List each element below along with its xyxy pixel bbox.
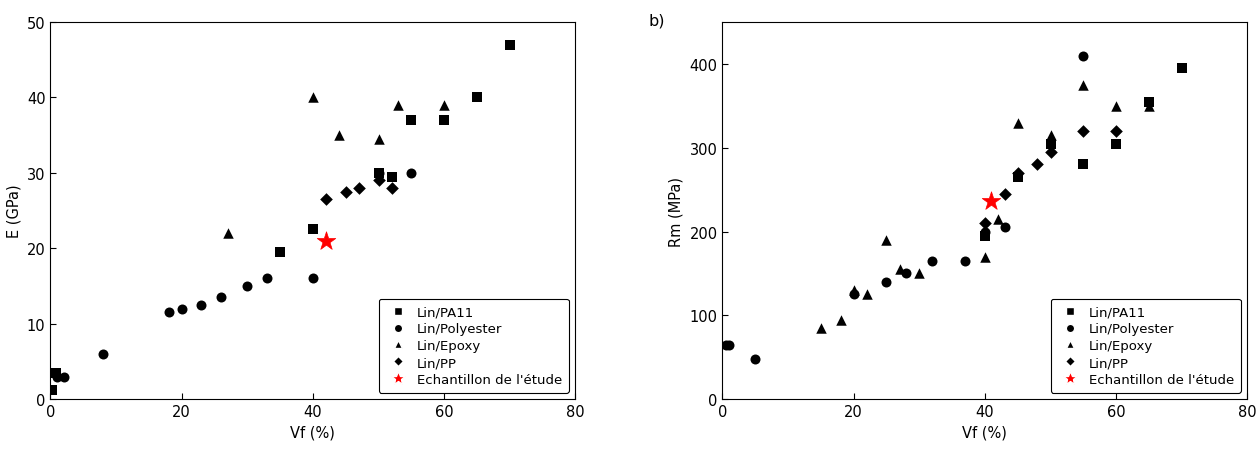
Point [1027,162,1047,169]
Point [922,257,942,265]
Point [329,132,349,140]
Point [302,226,323,234]
Point [43,386,63,394]
Point [975,220,995,227]
Text: b): b) [649,14,665,29]
Point [975,229,995,236]
X-axis label: Vf (%): Vf (%) [291,425,335,440]
Point [1172,65,1192,73]
Point [994,224,1014,231]
Point [382,185,402,192]
Point [1008,120,1028,127]
Point [368,177,388,185]
Point [433,102,454,109]
Point [988,216,1008,223]
Point [745,356,765,363]
Point [401,117,421,124]
Point [982,197,1002,205]
X-axis label: Vf (%): Vf (%) [963,425,1007,440]
Point [368,170,388,177]
Point [955,257,975,265]
Legend: Lin/PA11, Lin/Polyester, Lin/Epoxy, Lin/PP, Echantillon de l'étude: Lin/PA11, Lin/Polyester, Lin/Epoxy, Lin/… [1051,299,1241,393]
Point [843,287,863,294]
Point [349,185,369,192]
Point [192,302,212,309]
Point [1106,140,1126,148]
Point [302,275,323,283]
Point [218,230,238,237]
Point [45,369,66,377]
Point [382,174,402,181]
Point [335,189,355,196]
Point [719,341,740,349]
Point [1106,128,1126,135]
Point [910,270,930,278]
Point [843,291,863,298]
Point [1041,149,1061,156]
Point [1139,103,1159,110]
Point [1008,170,1028,177]
Point [53,373,73,381]
Point [857,291,877,298]
Point [500,42,520,49]
Point [93,351,113,358]
Point [994,191,1014,198]
Point [1106,103,1126,110]
Y-axis label: E (GPa): E (GPa) [6,185,21,238]
Y-axis label: Rm (MPa): Rm (MPa) [669,176,684,246]
Point [1074,162,1094,169]
Point [302,95,323,102]
Legend: Lin/PA11, Lin/Polyester, Lin/Epoxy, Lin/PP, Echantillon de l'étude: Lin/PA11, Lin/Polyester, Lin/Epoxy, Lin/… [379,299,568,393]
Point [830,316,850,324]
Point [467,95,488,102]
Point [1074,82,1094,90]
Point [368,170,388,177]
Point [716,341,736,349]
Point [401,170,421,177]
Point [877,237,897,244]
Point [1139,99,1159,106]
Point [159,309,179,316]
Point [1041,132,1061,140]
Point [237,283,257,290]
Point [270,249,290,256]
Point [1074,53,1094,60]
Point [210,294,231,302]
Point [896,270,916,278]
Point [316,196,336,203]
Point [368,136,388,143]
Point [433,117,454,124]
Point [1008,174,1028,181]
Point [975,233,995,240]
Point [975,253,995,261]
Point [890,266,910,274]
Point [1041,140,1061,148]
Point [47,373,67,381]
Point [1074,128,1094,135]
Point [877,279,897,286]
Point [171,305,192,313]
Point [316,238,336,245]
Point [810,325,830,332]
Point [388,102,408,109]
Point [257,275,277,283]
